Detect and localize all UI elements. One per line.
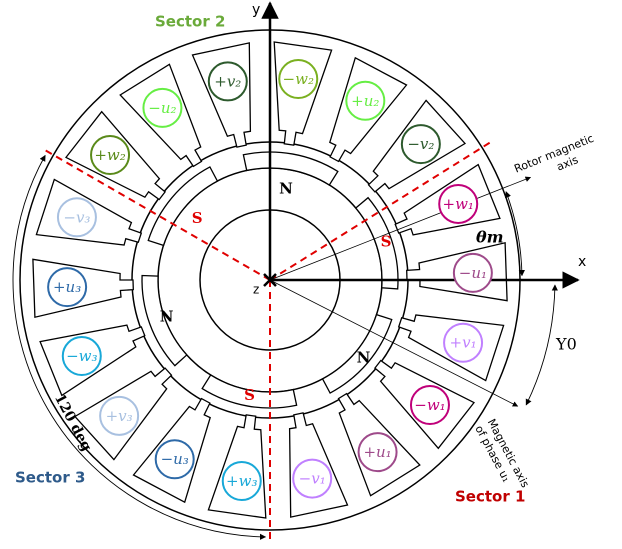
- axis-label: z: [253, 283, 259, 297]
- coil-label: +u₁: [363, 443, 391, 461]
- coil: [438, 183, 479, 224]
- coil: [400, 124, 441, 165]
- coil: [90, 135, 131, 176]
- sector-label: Sector 3: [15, 469, 85, 487]
- pole-label: S: [192, 209, 203, 227]
- coil: [345, 80, 386, 121]
- coil: [409, 384, 450, 425]
- rotor-axis: [269, 176, 532, 281]
- pole-label: N: [160, 308, 174, 326]
- coil-label: −v₁: [299, 470, 326, 488]
- coil-label: +v₂: [214, 72, 241, 90]
- coil: [56, 197, 97, 238]
- coil-label: +v₁: [450, 334, 477, 352]
- sector-arc: [12, 154, 267, 541]
- coil-label: +u₃: [53, 278, 81, 296]
- coil: [207, 61, 248, 102]
- coil: [154, 439, 195, 480]
- pole-shoe: [242, 151, 339, 186]
- sector-label: Sector 1: [455, 488, 525, 506]
- pole-label: S: [381, 232, 392, 250]
- sector-boundary: [269, 140, 493, 281]
- theta-arc: [505, 191, 526, 277]
- theta-label: θm: [476, 228, 504, 247]
- coil-label: −v₃: [63, 208, 90, 226]
- coil: [452, 252, 493, 293]
- gamma-arc: [525, 284, 559, 406]
- coil: [61, 336, 102, 377]
- sector-label: Sector 2: [155, 13, 225, 31]
- coil-label: +w₁: [443, 195, 474, 213]
- coil: [221, 461, 262, 502]
- coil-label: +w₃: [226, 472, 257, 490]
- pole-label: S: [244, 386, 255, 404]
- coil: [142, 87, 183, 128]
- coil: [292, 458, 333, 499]
- coil-label: −u₃: [161, 450, 189, 468]
- coil: [47, 267, 88, 308]
- coil-label: −w₂: [283, 70, 314, 88]
- annotation: Rotor magnetic: [512, 132, 595, 176]
- coil: [357, 432, 398, 473]
- axis-label: y: [252, 2, 260, 18]
- coil-label: −v₂: [407, 135, 434, 153]
- gamma-label: Υ0: [555, 335, 577, 354]
- coil: [443, 322, 484, 363]
- coil-label: +w₂: [94, 146, 125, 164]
- axis-label: x: [578, 254, 586, 270]
- pole-label: N: [279, 179, 293, 197]
- coil-label: −w₁: [414, 396, 445, 414]
- phase-axis: [269, 279, 519, 407]
- coil-label: +v₃: [106, 407, 133, 425]
- pole-shoe: [321, 313, 393, 394]
- coil: [99, 395, 140, 436]
- center-mark: [263, 273, 277, 287]
- coil-label: −w₃: [66, 347, 97, 365]
- coil-label: −u₂: [148, 99, 176, 117]
- coil-label: −u₁: [459, 264, 487, 282]
- coil-label: +u₂: [351, 92, 379, 110]
- coil: [278, 58, 319, 99]
- pole-label: N: [357, 348, 371, 366]
